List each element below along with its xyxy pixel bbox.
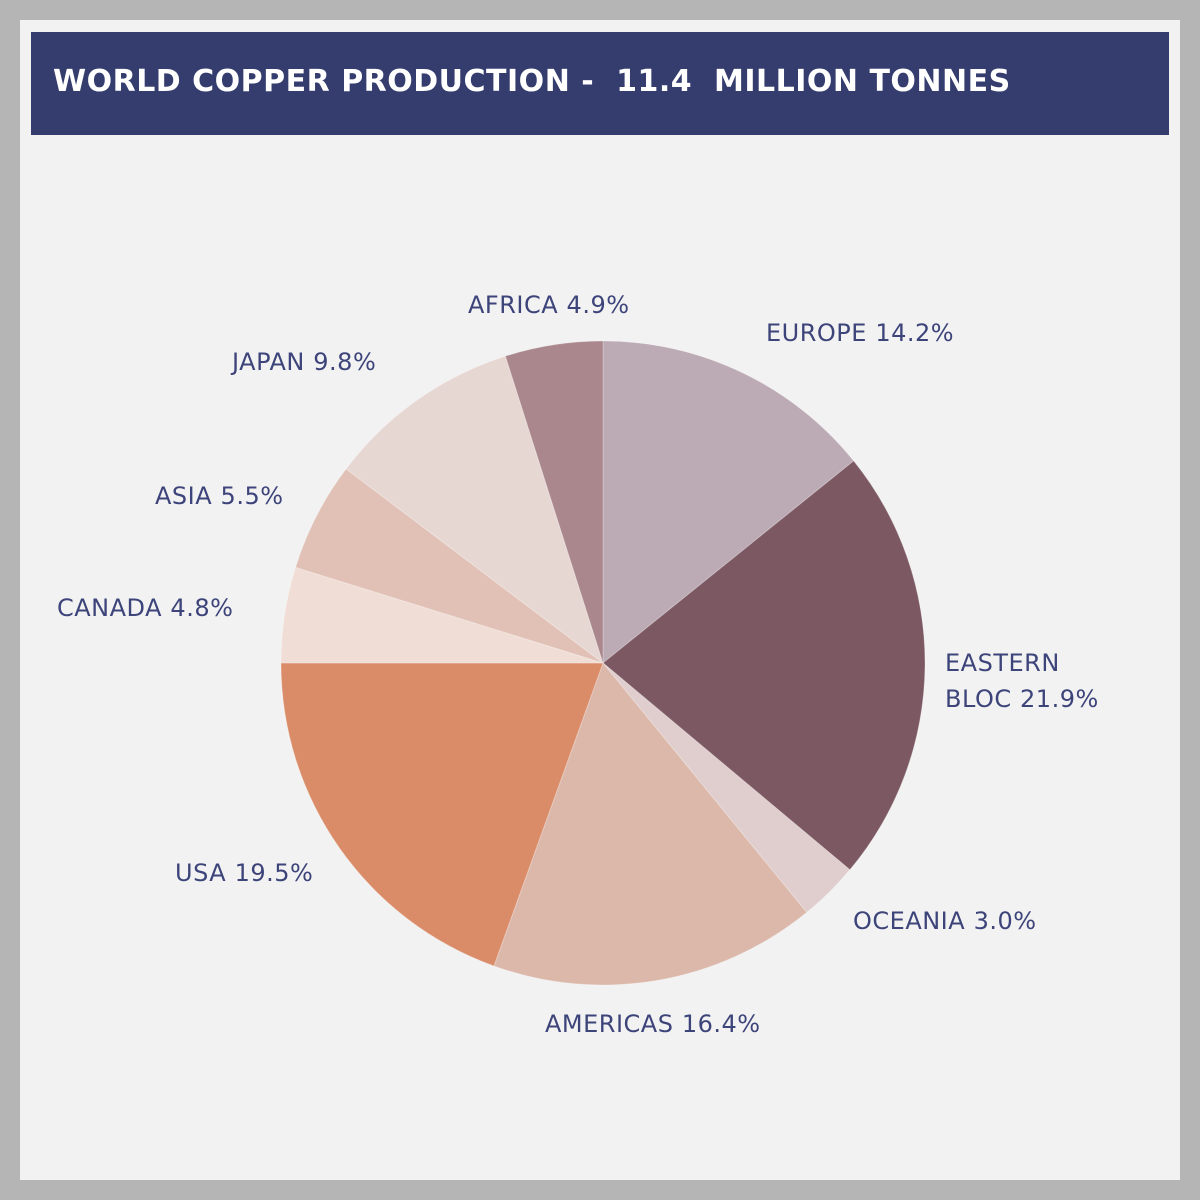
category-label: EUROPE (766, 319, 867, 347)
slice-label: CANADA 4.8% (57, 590, 233, 626)
value-label: 9.8% (313, 348, 377, 376)
category-label: JAPAN (232, 348, 305, 376)
value-label: 4.9% (566, 291, 630, 319)
pie-slice (294, 468, 604, 664)
category-label: CANADA (57, 594, 163, 622)
slice-label: ASIA 5.5% (155, 478, 284, 514)
category-label: EASTERN BLOC (945, 649, 1060, 713)
category-label: ASIA (155, 482, 213, 510)
value-label: 19.5% (234, 859, 314, 887)
slice-label: AFRICA 4.9% (468, 287, 630, 323)
slice-label: EUROPE 14.2% (766, 315, 954, 351)
chart-title: WORLD COPPER PRODUCTION - 11.4 MILLION T… (53, 64, 1011, 99)
slice-label: AMERICAS 16.4% (545, 1006, 761, 1042)
pie-slice (280, 662, 604, 967)
slice-label: JAPAN 9.8% (232, 344, 376, 380)
title-bar (31, 32, 1169, 135)
category-label: AFRICA (468, 291, 559, 319)
pie-slice (504, 340, 604, 664)
slice-label: USA 19.5% (175, 855, 313, 891)
category-label: AMERICAS (545, 1010, 674, 1038)
value-label: 21.9% (1020, 685, 1099, 713)
pie-slice (493, 661, 808, 986)
value-label: 14.2% (875, 319, 955, 347)
value-label: 4.8% (170, 594, 234, 622)
value-label: 3.0% (973, 907, 1037, 935)
value-label: 16.4% (681, 1010, 761, 1038)
category-label: OCEANIA (853, 907, 966, 935)
slice-label: EASTERN BLOC 21.9% (945, 645, 1105, 717)
pie-slice (602, 460, 926, 871)
pie-slice (345, 355, 604, 665)
value-label: 5.5% (220, 482, 284, 510)
pie-slice (280, 566, 604, 664)
category-label: USA (175, 859, 227, 887)
slice-label: OCEANIA 3.0% (853, 903, 1037, 939)
pie-slice (602, 662, 851, 914)
pie-slice (602, 340, 855, 665)
